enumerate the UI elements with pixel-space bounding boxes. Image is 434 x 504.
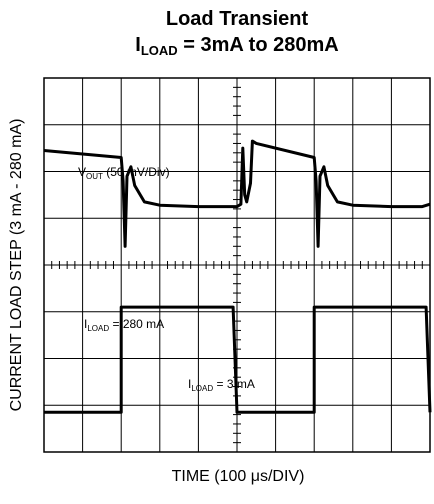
vout-subscript: OUT (86, 172, 103, 181)
iload-low-rest: = 3 mA (213, 377, 255, 391)
vout-annotation: VOUT (50 mV/Div) (78, 165, 170, 181)
iload-high-subscript: LOAD (87, 324, 109, 333)
iload-high-annotation: ILOAD = 280 mA (84, 317, 164, 333)
iload-high-rest: = 280 mA (109, 317, 164, 331)
vout-rest: (50 mV/Div) (103, 165, 170, 179)
vout-symbol: V (78, 165, 86, 179)
iload-low-subscript: LOAD (191, 384, 213, 393)
